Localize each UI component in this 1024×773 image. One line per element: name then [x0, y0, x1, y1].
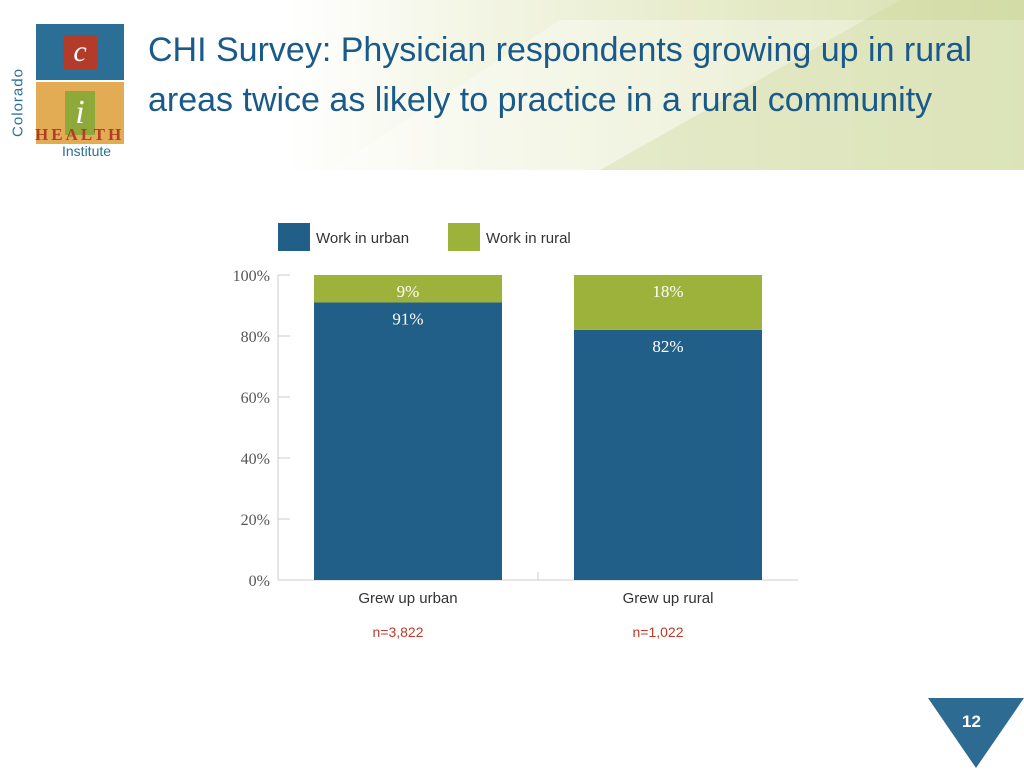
x-category-label: Grew up urban — [358, 590, 457, 607]
legend-label: Work in rural — [486, 230, 571, 247]
chi-logo: c i Colorado HEALTH Institute — [8, 22, 130, 162]
y-tick-label: 0% — [249, 573, 270, 590]
sample-size-label: n=3,822 — [373, 624, 424, 640]
data-label: 18% — [652, 282, 683, 301]
logo-letter-i: i — [65, 91, 95, 135]
bar-segment-rural — [314, 275, 502, 303]
data-label: 91% — [392, 309, 423, 328]
data-label: 9% — [397, 282, 420, 301]
sample-size-label: n=1,022 — [633, 624, 684, 640]
page-number-triangle — [928, 698, 1024, 768]
logo-health-text: HEALTH — [35, 125, 125, 144]
y-tick-label: 20% — [241, 512, 270, 529]
legend-label: Work in urban — [316, 230, 409, 247]
bar-segment-rural — [574, 275, 762, 330]
bar-segment-urban — [574, 329, 762, 580]
legend-swatch-rural — [448, 223, 480, 251]
page-number: 12 — [962, 712, 981, 731]
x-category-label: Grew up rural — [623, 590, 714, 607]
y-tick-label: 40% — [241, 451, 270, 468]
logo-institute-text: Institute — [62, 143, 112, 159]
page-number-badge: 12 — [928, 696, 1024, 768]
logo-letter-c: c — [63, 35, 97, 69]
logo-c-tile: c — [36, 24, 124, 80]
y-tick-label: 100% — [233, 268, 270, 285]
header-decoration — [330, 0, 1024, 170]
legend-swatch-urban — [278, 223, 310, 251]
logo-i-tile: i — [36, 82, 124, 144]
y-tick-label: 60% — [241, 390, 270, 407]
header-band — [0, 0, 1024, 170]
y-tick-label: 80% — [241, 329, 270, 346]
bar-segment-urban — [314, 302, 502, 580]
slide-title: CHI Survey: Physician respondents growin… — [148, 31, 972, 119]
data-label: 82% — [652, 337, 683, 356]
